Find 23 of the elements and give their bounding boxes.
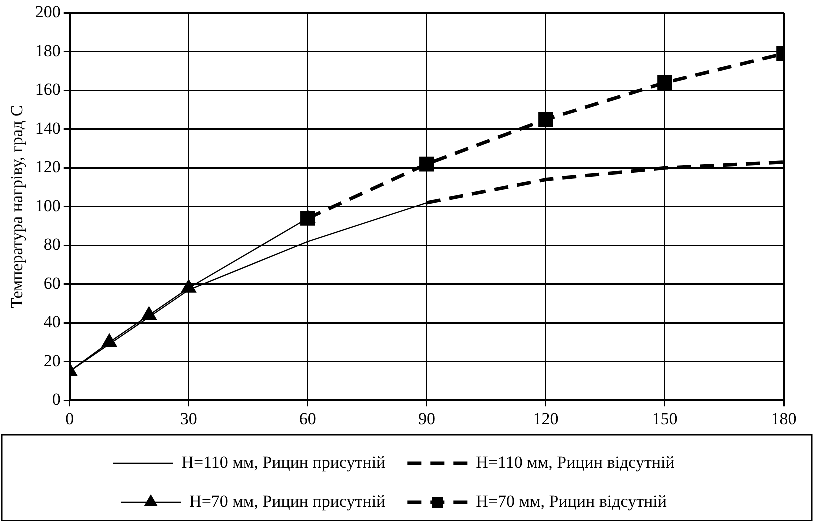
y-tick-label: 200 [35, 2, 61, 22]
y-tick-label: 120 [35, 158, 61, 177]
x-tick-label: 30 [180, 409, 198, 428]
y-tick-label: 80 [44, 235, 61, 254]
y-tick-label: 100 [35, 196, 61, 216]
y-tick-label: 180 [35, 41, 61, 60]
legend-label: H=110 мм, Рицин відсутній [476, 452, 675, 472]
legend-label: H=70 мм, Рицин присутній [190, 492, 386, 511]
x-tick-label: 180 [771, 409, 797, 428]
x-tick-label: 60 [299, 409, 316, 428]
y-tick-label: 40 [44, 312, 61, 332]
y-tick-label: 140 [35, 118, 61, 138]
y-tick-label: 160 [35, 80, 61, 100]
y-axis-title: Температура нагріву, град С [8, 105, 27, 308]
x-tick-label: 150 [652, 409, 678, 428]
x-tick-label: 120 [533, 409, 559, 428]
x-tick-label: 0 [66, 409, 74, 428]
legend-label: H=110 мм, Рицин присутній [182, 452, 386, 472]
x-tick-label: 90 [418, 409, 436, 428]
legend-label: H=70 мм, Рицин відсутній [476, 492, 667, 511]
y-tick-label: 60 [44, 274, 61, 293]
y-tick-label: 0 [52, 390, 61, 410]
y-tick-label: 20 [44, 351, 61, 370]
